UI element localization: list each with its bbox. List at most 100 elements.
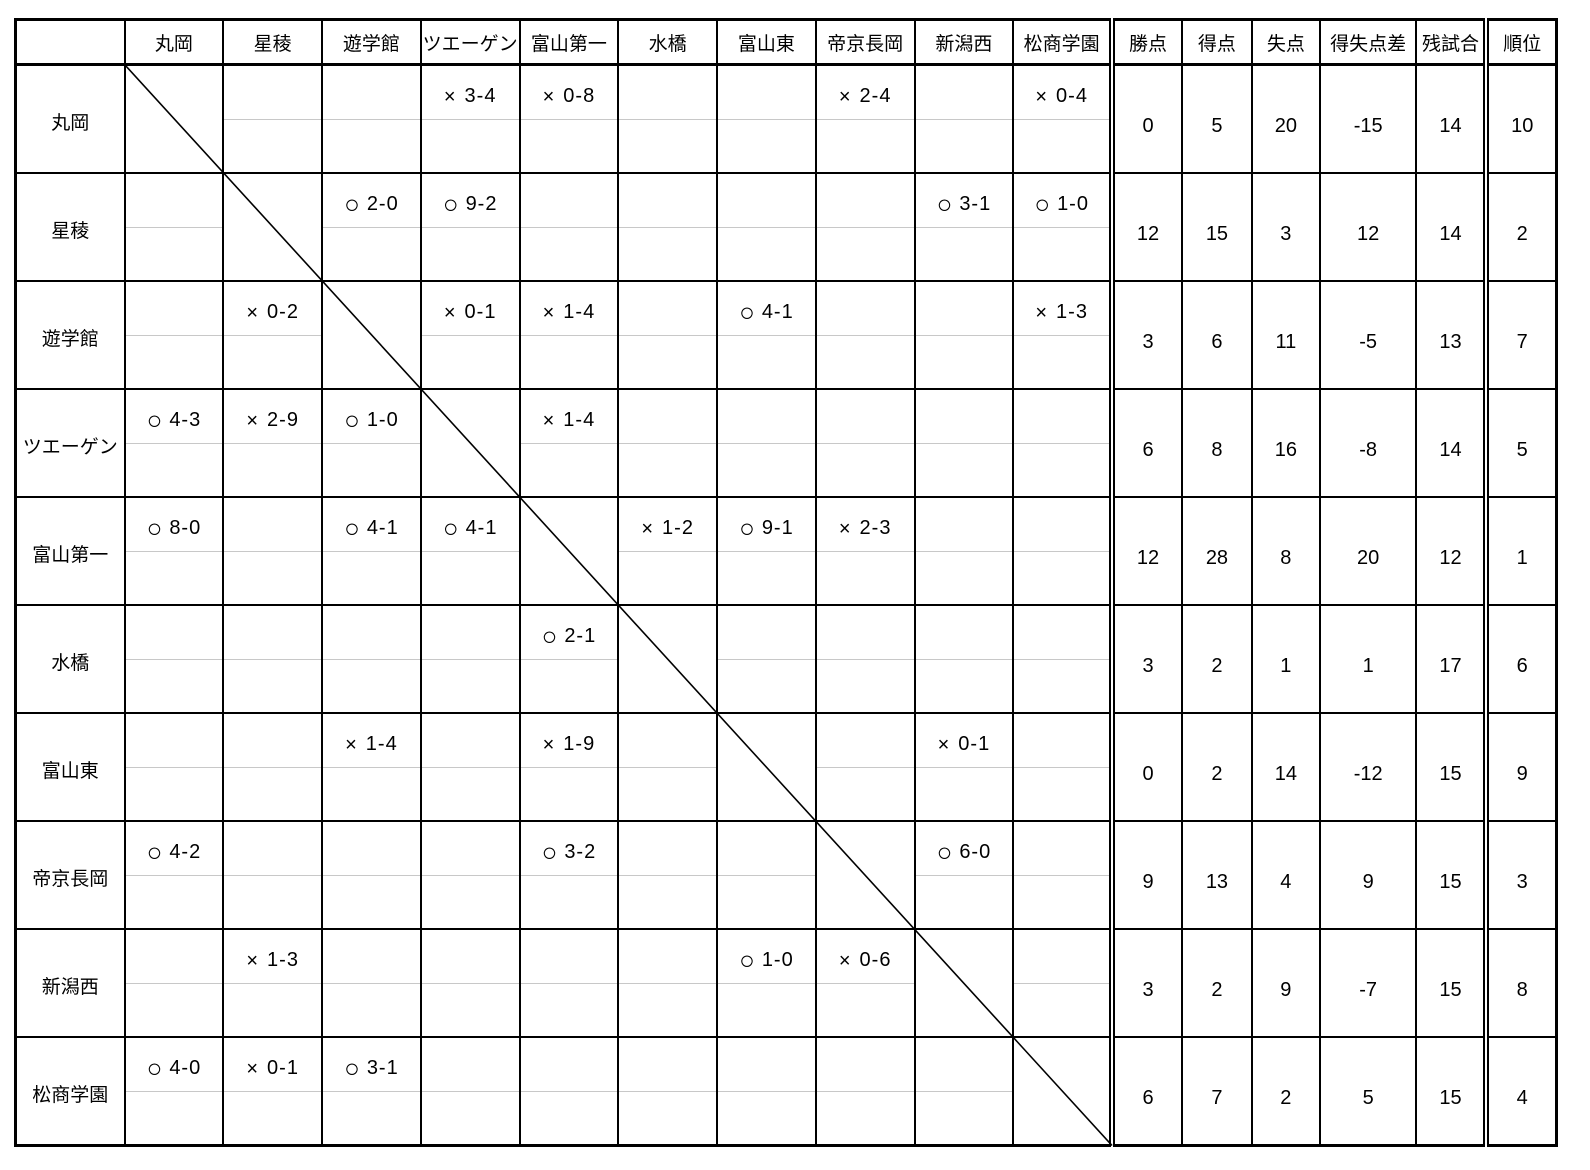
result-cell: × 0-8 <box>518 63 620 174</box>
result-cell <box>419 928 521 1038</box>
stat-cell-失点: 9 <box>1250 928 1321 1038</box>
result-cell <box>518 172 620 282</box>
result-cell <box>1012 928 1114 1038</box>
stat-cell-得点: 15 <box>1180 172 1253 282</box>
match-score: 1-0 <box>1057 193 1089 215</box>
stat-cell-勝点: 0 <box>1109 63 1183 174</box>
self-match-cell <box>222 172 324 282</box>
result-cell: × 1-3 <box>222 928 324 1038</box>
stat-cell-得点: 13 <box>1180 820 1253 930</box>
result-cell: ○ 4-1 <box>419 496 521 606</box>
stat-cell-失点: 20 <box>1250 63 1321 174</box>
result-cell: ○ 8-0 <box>123 496 225 606</box>
table-row-松商学園: 松商学園 ○ 4-0 × 0-1 ○ 3-1 6 7 2 5 15 4 <box>14 1036 1558 1147</box>
match-score: 0-8 <box>563 85 596 107</box>
stat-cell-得点: 5 <box>1180 63 1253 174</box>
stat-cell-残試合: 15 <box>1415 928 1488 1038</box>
self-match-cell <box>518 496 620 606</box>
result-cell <box>1012 496 1114 606</box>
column-header-team-1: 星稜 <box>222 18 324 66</box>
result-cell <box>222 496 324 606</box>
stat-cell-残試合: 14 <box>1415 172 1488 282</box>
loss-cross-icon: × <box>838 949 851 972</box>
match-score: 0-1 <box>267 1057 299 1079</box>
result-cell <box>123 928 225 1038</box>
result-cell: ○ 4-3 <box>123 388 225 498</box>
row-header-team: 水橋 <box>14 604 126 714</box>
win-circle-icon: ○ <box>146 512 163 543</box>
stat-cell-勝点: 3 <box>1109 280 1183 390</box>
result-cell: × 1-9 <box>518 712 620 822</box>
stat-cell-勝点: 3 <box>1109 928 1183 1038</box>
result-cell <box>419 1036 521 1147</box>
column-header-team-7: 帝京長岡 <box>814 18 916 66</box>
stat-cell-得点: 2 <box>1180 712 1253 822</box>
result-cell <box>222 604 324 714</box>
match-score: 2-3 <box>859 517 892 539</box>
result-cell <box>716 388 817 498</box>
result-cell <box>1012 820 1114 930</box>
result-cell <box>617 712 719 822</box>
loss-cross-icon: × <box>838 85 851 108</box>
stat-cell-得失点差: -15 <box>1318 63 1418 174</box>
match-score: 3-1 <box>959 193 992 215</box>
loss-cross-icon: × <box>246 949 259 972</box>
stat-cell-得点: 6 <box>1180 280 1253 390</box>
match-score: 3-1 <box>366 1057 399 1079</box>
column-header-team-2: 遊学館 <box>321 18 422 66</box>
column-header-team-9: 松商学園 <box>1012 18 1114 66</box>
result-cell <box>518 1036 620 1147</box>
match-score: 9-1 <box>761 517 794 539</box>
match-score: 0-4 <box>1056 85 1088 107</box>
self-match-cell <box>814 820 916 930</box>
match-score: 4-1 <box>465 517 498 539</box>
loss-cross-icon: × <box>838 517 851 540</box>
league-table-wrapper: 丸岡 星稜 遊学館 ツエーゲン 富山第一 水橋 富山東 帝京長岡 新潟西 松商学園 勝点 得点 失点 得失… <box>14 18 1558 1147</box>
result-cell: × 2-9 <box>222 388 324 498</box>
win-circle-icon: ○ <box>146 1052 163 1083</box>
stat-cell-失点: 2 <box>1250 1036 1321 1147</box>
stat-cell-得点: 28 <box>1180 496 1253 606</box>
row-header-team: 富山東 <box>14 712 126 822</box>
stat-cell-順位: 5 <box>1483 388 1558 498</box>
stat-cell-得失点差: 5 <box>1318 1036 1418 1147</box>
loss-cross-icon: × <box>542 733 555 756</box>
stat-cell-失点: 14 <box>1250 712 1321 822</box>
result-cell <box>321 63 422 174</box>
stat-cell-失点: 3 <box>1250 172 1321 282</box>
result-cell <box>617 280 719 390</box>
result-cell <box>123 712 225 822</box>
result-cell: × 3-4 <box>419 63 521 174</box>
column-header-team-8: 新潟西 <box>913 18 1015 66</box>
result-cell: ○ 3-1 <box>321 1036 422 1147</box>
match-score: 1-9 <box>563 733 596 755</box>
win-circle-icon: ○ <box>739 296 755 327</box>
loss-cross-icon: × <box>246 1057 259 1080</box>
win-circle-icon: ○ <box>344 188 360 219</box>
result-cell: ○ 9-2 <box>419 172 521 282</box>
stat-cell-失点: 4 <box>1250 820 1321 930</box>
win-circle-icon: ○ <box>739 512 755 543</box>
table-row-富山第一: 富山第一 ○ 8-0 ○ 4-1 ○ 4-1 × 1-2 ○ 9-1 × 2-3 12 28 8 20 12 1 <box>14 496 1558 606</box>
result-cell <box>123 280 225 390</box>
result-cell: × 1-4 <box>518 388 620 498</box>
loss-cross-icon: × <box>443 85 456 108</box>
result-cell: ○ 4-0 <box>123 1036 225 1147</box>
stat-cell-得失点差: 20 <box>1318 496 1418 606</box>
result-cell: ○ 4-2 <box>123 820 225 930</box>
result-cell <box>913 280 1015 390</box>
stat-cell-順位: 2 <box>1483 172 1558 282</box>
match-score: 4-1 <box>761 301 794 323</box>
column-header-stat-4: 残試合 <box>1415 18 1488 66</box>
match-score: 4-0 <box>169 1057 202 1079</box>
match-score: 1-4 <box>563 301 596 323</box>
stat-cell-得失点差: 9 <box>1318 820 1418 930</box>
stat-cell-残試合: 15 <box>1415 1036 1488 1147</box>
result-cell: × 0-6 <box>814 928 916 1038</box>
loss-cross-icon: × <box>542 301 555 324</box>
stat-cell-順位: 4 <box>1483 1036 1558 1147</box>
match-score: 2-1 <box>564 625 597 647</box>
match-score: 2-0 <box>366 193 399 215</box>
result-cell <box>321 604 422 714</box>
stat-cell-順位: 10 <box>1483 63 1558 174</box>
